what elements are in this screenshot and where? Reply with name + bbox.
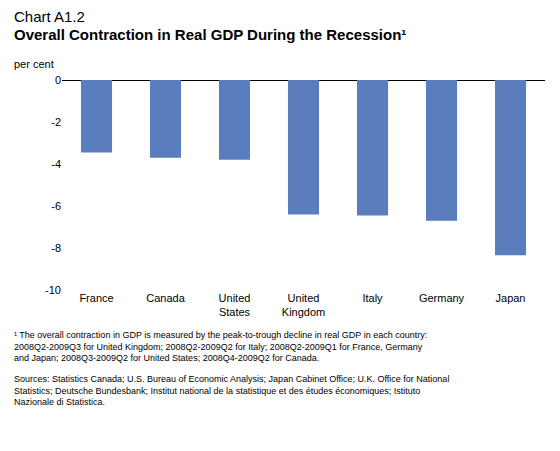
svg-text:0: 0 [55, 74, 61, 86]
svg-text:-10: -10 [45, 284, 61, 296]
svg-text:Canada: Canada [146, 292, 185, 304]
svg-text:Italy: Italy [362, 292, 383, 304]
svg-text:Japan: Japan [496, 292, 526, 304]
svg-text:UnitedStates: UnitedStates [219, 292, 251, 318]
svg-text:-4: -4 [51, 158, 61, 170]
svg-text:-6: -6 [51, 200, 61, 212]
svg-text:-2: -2 [51, 116, 61, 128]
svg-text:UnitedKingdom: UnitedKingdom [282, 292, 325, 318]
svg-text:Sources: Statistics Canada; U.: Sources: Statistics Canada; U.S. Bureau … [14, 374, 449, 407]
svg-text:per cent: per cent [14, 58, 54, 70]
svg-text:Overall Contraction in Real GD: Overall Contraction in Real GDP During t… [14, 26, 406, 43]
svg-text:-8: -8 [51, 242, 61, 254]
svg-text:Germany: Germany [419, 292, 465, 304]
svg-text:France: France [79, 292, 113, 304]
svg-text:¹ The overall contraction in G: ¹ The overall contraction in GDP is meas… [14, 330, 427, 363]
svg-text:Chart A1.2: Chart A1.2 [14, 8, 85, 25]
